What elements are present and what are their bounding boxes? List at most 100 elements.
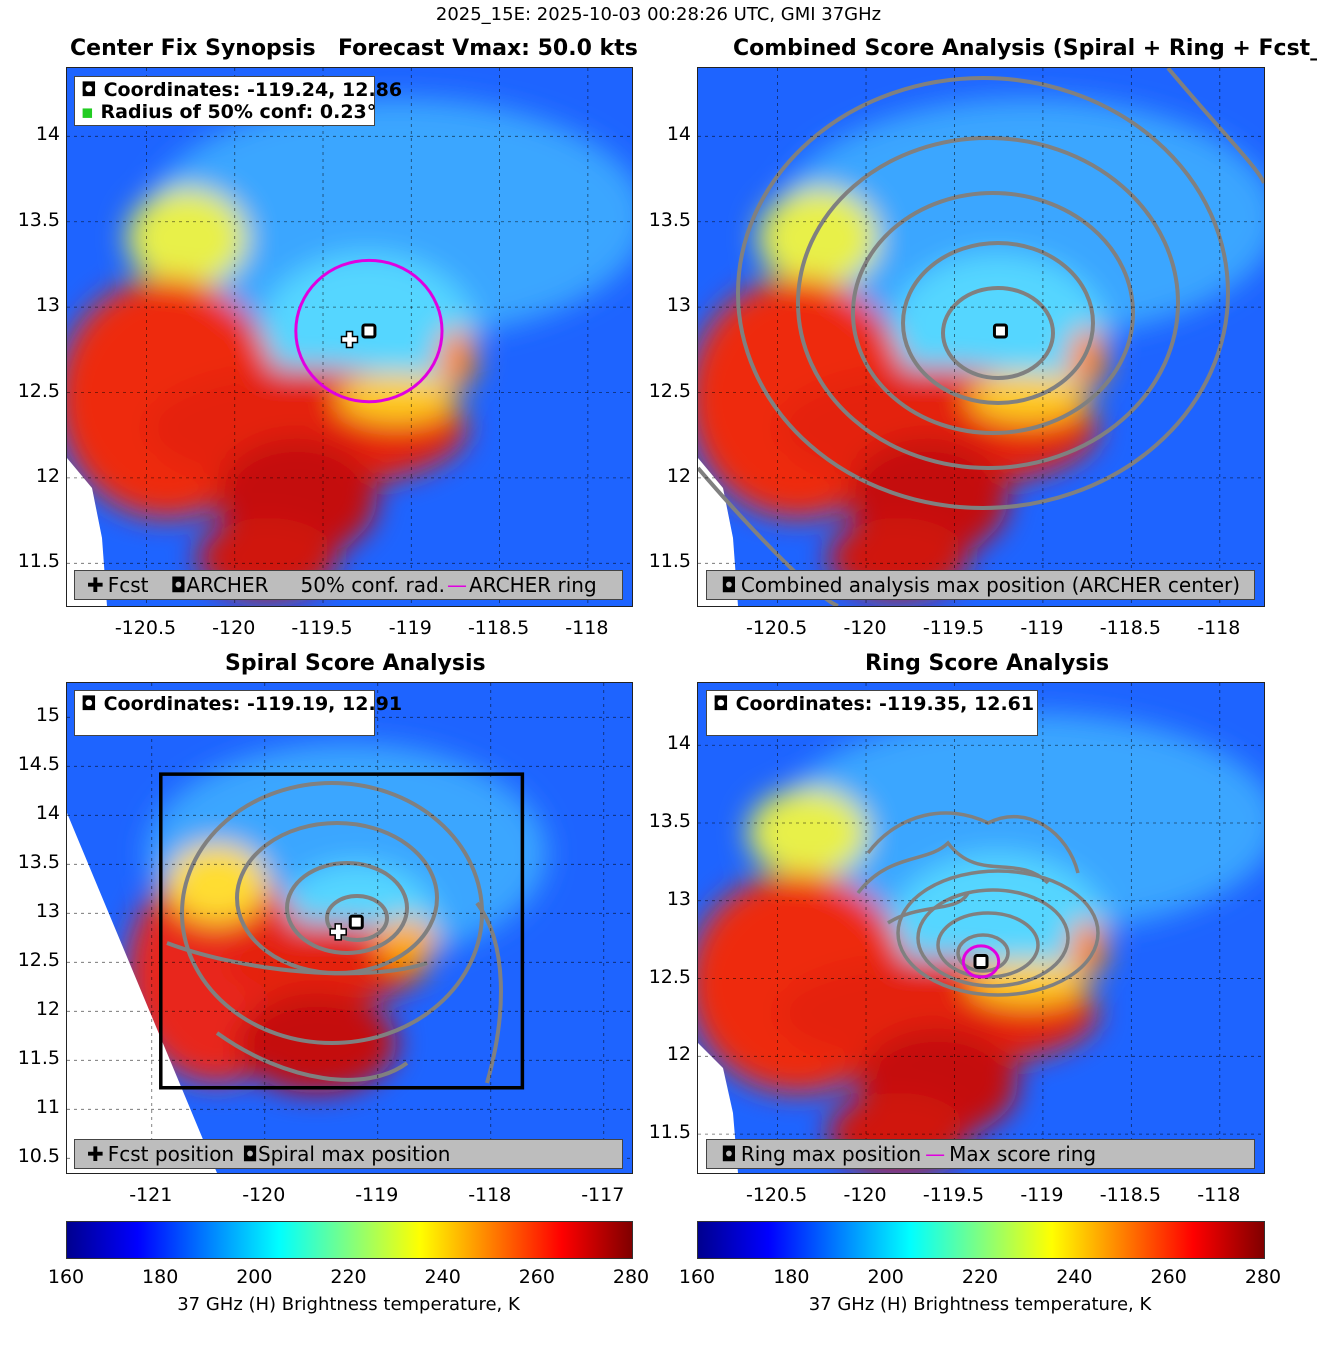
- legend-archer-ring: ARCHER ring: [469, 573, 597, 597]
- square-marker-icon: ◘: [242, 1142, 258, 1166]
- colorbar-left: [66, 1221, 633, 1259]
- y-tick-label: 13.5: [648, 208, 691, 231]
- ring-max-marker: [973, 953, 989, 969]
- x-tick-label: -119.5: [922, 1184, 985, 1206]
- y-tick-label: 12: [666, 464, 691, 487]
- square-marker-icon: ◘: [170, 573, 187, 597]
- x-tick-label: -118: [1197, 617, 1241, 639]
- y-tick-label: 14: [35, 802, 60, 825]
- x-tick-label: -117: [581, 1184, 625, 1206]
- colorbar-tick-label: 180: [142, 1266, 179, 1288]
- y-tick-label: 14: [666, 123, 691, 146]
- x-tick-label: -120.5: [114, 617, 177, 639]
- magenta-line-icon: —: [447, 573, 468, 597]
- x-tick-label: -121: [129, 1184, 173, 1206]
- square-marker-icon: ◘: [81, 693, 97, 715]
- x-tick-label: -119: [355, 1184, 399, 1206]
- synopsis-coordinates: Coordinates: -119.24, 12.86: [103, 79, 403, 101]
- spiral-coordinates: Coordinates: -119.19, 12.91: [103, 693, 403, 715]
- x-tick-label: -118.5: [467, 617, 530, 639]
- spiral-plot-area: [66, 682, 633, 1174]
- y-tick-label: 12.5: [648, 379, 691, 402]
- y-tick-label: 11.5: [648, 1121, 691, 1144]
- synopsis-brightness-field: [67, 68, 632, 606]
- x-tick-label: -118.5: [1099, 1184, 1161, 1206]
- legend-archer: ARCHER: [186, 573, 269, 597]
- y-tick-label: 11.5: [648, 550, 691, 573]
- legend-fcst: Fcst: [107, 573, 149, 597]
- synopsis-plot-area: [66, 67, 633, 607]
- y-tick-label: 13.5: [17, 208, 60, 231]
- x-tick-label: -120: [843, 1184, 887, 1206]
- x-tick-label: -118: [468, 1184, 512, 1206]
- y-tick-label: 12: [666, 1043, 691, 1066]
- ring-overlay: [698, 683, 1264, 1173]
- synopsis-info-box: ◘ Coordinates: -119.24, 12.86 ▪ Radius o…: [74, 76, 402, 126]
- x-tick-label: -120: [242, 1184, 286, 1206]
- y-tick-label: 14: [666, 732, 691, 755]
- square-marker-icon: ◘: [81, 79, 97, 101]
- forecast-position-marker: [340, 330, 359, 349]
- colorbar-right-label: 37 GHz (H) Brightness temperature, K: [808, 1294, 1152, 1315]
- x-tick-label: -119: [388, 617, 432, 639]
- plus-marker-icon: ✚: [87, 573, 104, 597]
- spiral-search-box: [159, 772, 525, 1090]
- x-tick-label: -119.5: [291, 617, 353, 639]
- y-tick-label: 10.5: [17, 1145, 60, 1168]
- figure-suptitle: 2025_15E: 2025-10-03 00:28:26 UTC, GMI 3…: [435, 4, 882, 25]
- y-tick-label: 11.5: [17, 550, 60, 573]
- y-tick-label: 11: [35, 1096, 60, 1119]
- synopsis-title: Center Fix Synopsis: [70, 36, 316, 61]
- y-tick-label: 14: [35, 123, 60, 146]
- y-tick-label: 11.5: [17, 1047, 60, 1070]
- combined-title: Combined Score Analysis (Spiral + Ring +…: [733, 36, 1317, 61]
- y-tick-label: 15: [35, 704, 60, 727]
- combined-legend: ◘ Combined analysis max position (ARCHER…: [706, 570, 1255, 600]
- colorbar-tick-label: 200: [236, 1266, 273, 1288]
- x-tick-label: -119: [1020, 1184, 1064, 1206]
- spiral-max-marker: [348, 914, 364, 930]
- y-tick-label: 13: [35, 900, 60, 923]
- spiral-legend: ✚ Fcst position ◘ Spiral max position: [74, 1139, 623, 1169]
- legend-spiral-max: Spiral max position: [257, 1142, 451, 1166]
- synopsis-vmax-title: Forecast Vmax: 50.0 kts: [338, 36, 638, 61]
- colorbar-tick-label: 180: [773, 1266, 810, 1288]
- colorbar-tick-label: 240: [1056, 1266, 1093, 1288]
- combined-max-marker: [992, 323, 1008, 339]
- square-marker-icon: ◘: [713, 693, 729, 715]
- combined-plot-area: [697, 67, 1265, 607]
- colorbar-tick-label: 220: [961, 1266, 999, 1288]
- x-tick-label: -120.5: [745, 1184, 808, 1206]
- square-marker-icon: ◘: [721, 573, 737, 597]
- y-tick-label: 13.5: [17, 851, 60, 874]
- ring-info-box: ◘ Coordinates: -119.35, 12.61: [706, 690, 1038, 736]
- conf-radius-ring: [294, 258, 444, 404]
- spiral-overlay: [67, 683, 632, 1173]
- y-tick-label: 12.5: [17, 379, 60, 402]
- synopsis-overlay: [67, 68, 632, 606]
- x-tick-label: -119.5: [922, 617, 985, 639]
- plus-marker-icon: ✚: [87, 1142, 104, 1166]
- spiral-info-box: ◘ Coordinates: -119.19, 12.91: [74, 690, 402, 736]
- x-tick-label: -118: [565, 617, 609, 639]
- x-tick-label: -118.5: [1099, 617, 1161, 639]
- combined-brightness-field: [698, 68, 1264, 606]
- y-tick-label: 12.5: [17, 949, 60, 972]
- colorbar-tick-label: 160: [678, 1266, 716, 1288]
- ring-coordinates: Coordinates: -119.35, 12.61: [735, 693, 1035, 715]
- colorbar-tick-label: 260: [518, 1266, 555, 1288]
- max-score-ring: [961, 944, 1001, 979]
- forecast-position-marker: [329, 923, 347, 941]
- legend-conf-rad: 50% conf. rad.: [300, 573, 446, 597]
- x-tick-label: -120.5: [745, 617, 808, 639]
- y-tick-label: 12: [35, 464, 60, 487]
- y-tick-label: 13: [666, 294, 691, 317]
- magenta-line-icon: —: [925, 1142, 946, 1166]
- square-marker-icon: ◘: [721, 1142, 737, 1166]
- colorbar-tick-label: 280: [1244, 1266, 1282, 1288]
- colorbar-left-label: 37 GHz (H) Brightness temperature, K: [177, 1294, 520, 1315]
- synopsis-legend: ✚ Fcst ◘ ARCHER 50% conf. rad. — ARCHER …: [74, 570, 623, 600]
- synopsis-radius: Radius of 50% conf: 0.23°: [100, 101, 377, 123]
- colorbar-tick-label: 280: [612, 1266, 650, 1288]
- y-tick-label: 14.5: [17, 753, 60, 776]
